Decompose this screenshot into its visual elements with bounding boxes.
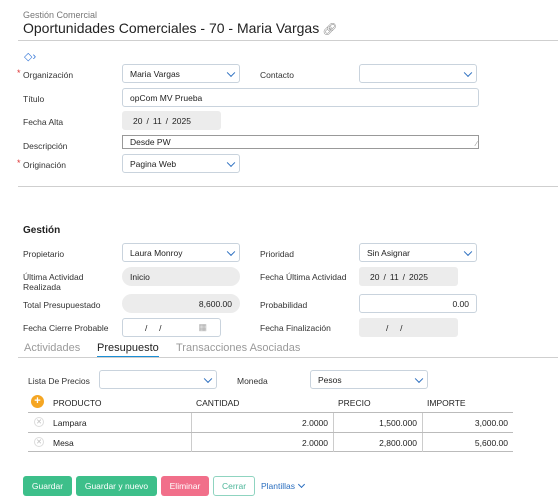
column-header-producto: PRODUCTO	[53, 398, 102, 408]
fecha-ultima-actividad-date: 20 / 11 / 2025	[359, 267, 458, 286]
date-separator: /	[165, 115, 169, 126]
column-header-importe: IMPORTE	[427, 398, 466, 408]
table-row: ✕ Lampara 2.0000 1,500.000 3,000.00	[28, 412, 513, 432]
fecha-alta-label: Fecha Alta	[23, 117, 64, 127]
guardar-button[interactable]: Guardar	[23, 476, 72, 496]
fecha-finalizacion-value: / /	[386, 322, 403, 333]
titulo-label: Título	[23, 94, 45, 104]
plus-circle-icon[interactable]: +	[31, 395, 44, 408]
fecha-ultima-year: 2025	[409, 271, 428, 282]
fecha-alta-month: 11	[152, 115, 162, 126]
cell-cantidad[interactable]: 2.0000	[191, 433, 333, 452]
cell-precio[interactable]: 2,800.000	[333, 433, 422, 452]
section-divider	[18, 186, 558, 187]
plantillas-dropdown[interactable]: Plantillas	[261, 480, 306, 491]
cell-precio[interactable]: 1,500.000	[333, 413, 422, 432]
breadcrumb: Gestión Comercial	[23, 10, 98, 20]
prioridad-value: Sin Asignar	[367, 247, 410, 258]
cell-cantidad[interactable]: 2.0000	[191, 413, 333, 432]
page-title-text: Oportunidades Comerciales - 70 - Maria V…	[23, 20, 320, 36]
lista-precios-select[interactable]	[99, 370, 217, 389]
contacto-select[interactable]	[359, 64, 477, 83]
ultima-actividad-label: Última Actividad Realizada	[23, 272, 84, 292]
tab-presupuesto[interactable]: Presupuesto	[97, 342, 159, 358]
header-divider	[18, 40, 558, 41]
ultima-actividad-field: Inicio	[122, 267, 240, 286]
titulo-value: opCom MV Prueba	[130, 92, 203, 103]
moneda-select[interactable]: Pesos	[310, 370, 428, 389]
originacion-value: Pagina Web	[130, 158, 177, 169]
fecha-cierre-date[interactable]: / / ▦	[122, 318, 221, 337]
plantillas-label: Plantillas	[261, 481, 296, 491]
total-presupuestado-value: 8,600.00	[198, 298, 232, 309]
table-row: ✕ Mesa 2.0000 2,800.000 5,600.00	[28, 432, 513, 452]
fecha-alta-year: 2025	[172, 115, 191, 126]
descripcion-value: Desde PW	[130, 137, 171, 147]
chevron-down-icon	[297, 480, 306, 489]
propietario-value: Laura Monroy	[130, 247, 183, 258]
propietario-select[interactable]: Laura Monroy	[122, 243, 240, 262]
cell-producto[interactable]: Mesa	[53, 437, 74, 448]
organizacion-label: Organización	[17, 68, 73, 80]
descripcion-label: Descripción	[23, 141, 68, 151]
fecha-alta-day: 20	[133, 115, 143, 126]
total-presupuestado-label: Total Presupuestado	[23, 300, 101, 310]
chevron-down-icon	[414, 374, 424, 383]
cerrar-button[interactable]: Cerrar	[213, 476, 255, 496]
cell-producto[interactable]: Lampara	[53, 417, 87, 428]
propietario-label: Propietario	[23, 249, 65, 259]
cell-importe: 3,000.00	[422, 413, 513, 432]
chevron-down-icon	[463, 247, 473, 256]
date-separator: /	[383, 271, 386, 282]
contacto-label: Contacto	[260, 70, 295, 80]
descripcion-textarea[interactable]: Desde PW ∕	[122, 135, 479, 149]
probabilidad-label: Probabilidad	[260, 300, 308, 310]
prioridad-label: Prioridad	[260, 249, 295, 259]
titulo-input[interactable]: opCom MV Prueba	[122, 88, 479, 107]
originacion-label: Originación	[17, 158, 66, 170]
lista-precios-label: Lista De Precios	[28, 376, 90, 386]
date-separator: /	[146, 115, 149, 126]
tabs-divider	[18, 357, 558, 358]
tab-actividades[interactable]: Actividades	[24, 342, 81, 354]
date-separator: /	[402, 271, 406, 282]
close-icon[interactable]: ✕	[34, 417, 44, 427]
ultima-actividad-value: Inicio	[130, 271, 150, 282]
guardar-y-nuevo-button[interactable]: Guardar y nuevo	[76, 476, 157, 496]
chevron-down-icon	[226, 247, 236, 256]
fecha-cierre-value: / /	[145, 322, 162, 333]
tab-transacciones-asociadas[interactable]: Transacciones Asociadas	[176, 342, 301, 354]
close-icon[interactable]: ✕	[34, 437, 44, 447]
chevron-down-icon	[226, 158, 236, 167]
total-presupuestado-field: 8,600.00	[122, 294, 240, 313]
column-header-precio: PRECIO	[338, 398, 371, 408]
cell-importe: 5,600.00	[422, 433, 513, 452]
fecha-ultima-actividad-label: Fecha Última Actividad	[260, 272, 347, 282]
organizacion-select[interactable]: Maria Vargas	[122, 64, 240, 83]
page-title: Oportunidades Comerciales - 70 - Maria V…	[23, 20, 337, 36]
fecha-finalizacion-label: Fecha Finalización	[260, 323, 331, 333]
resize-handle-icon[interactable]: ∕	[475, 141, 477, 148]
originacion-select[interactable]: Pagina Web	[122, 154, 240, 173]
fecha-cierre-label: Fecha Cierre Probable	[23, 323, 109, 333]
fecha-finalizacion-date: / /	[359, 318, 458, 337]
tag-icon[interactable]: ◇›	[24, 51, 37, 63]
moneda-label: Moneda	[237, 376, 268, 386]
calendar-icon[interactable]: ▦	[198, 322, 207, 332]
chevron-down-icon	[203, 374, 213, 383]
probabilidad-input[interactable]: 0.00	[359, 294, 477, 313]
probabilidad-value: 0.00	[452, 298, 469, 309]
chevron-down-icon	[226, 68, 236, 77]
prioridad-select[interactable]: Sin Asignar	[359, 243, 477, 262]
chevron-down-icon	[463, 68, 473, 77]
fecha-ultima-month: 11	[389, 271, 399, 282]
fecha-alta-date: 20 / 11 / 2025	[122, 111, 221, 130]
fecha-ultima-day: 20	[370, 271, 380, 282]
moneda-value: Pesos	[318, 374, 342, 385]
eliminar-button[interactable]: Eliminar	[161, 476, 209, 496]
gestion-section-title: Gestión	[23, 225, 61, 236]
column-header-cantidad: CANTIDAD	[196, 398, 240, 408]
organizacion-value: Maria Vargas	[130, 68, 180, 79]
link-icon[interactable]: 🔗︎	[322, 22, 338, 36]
